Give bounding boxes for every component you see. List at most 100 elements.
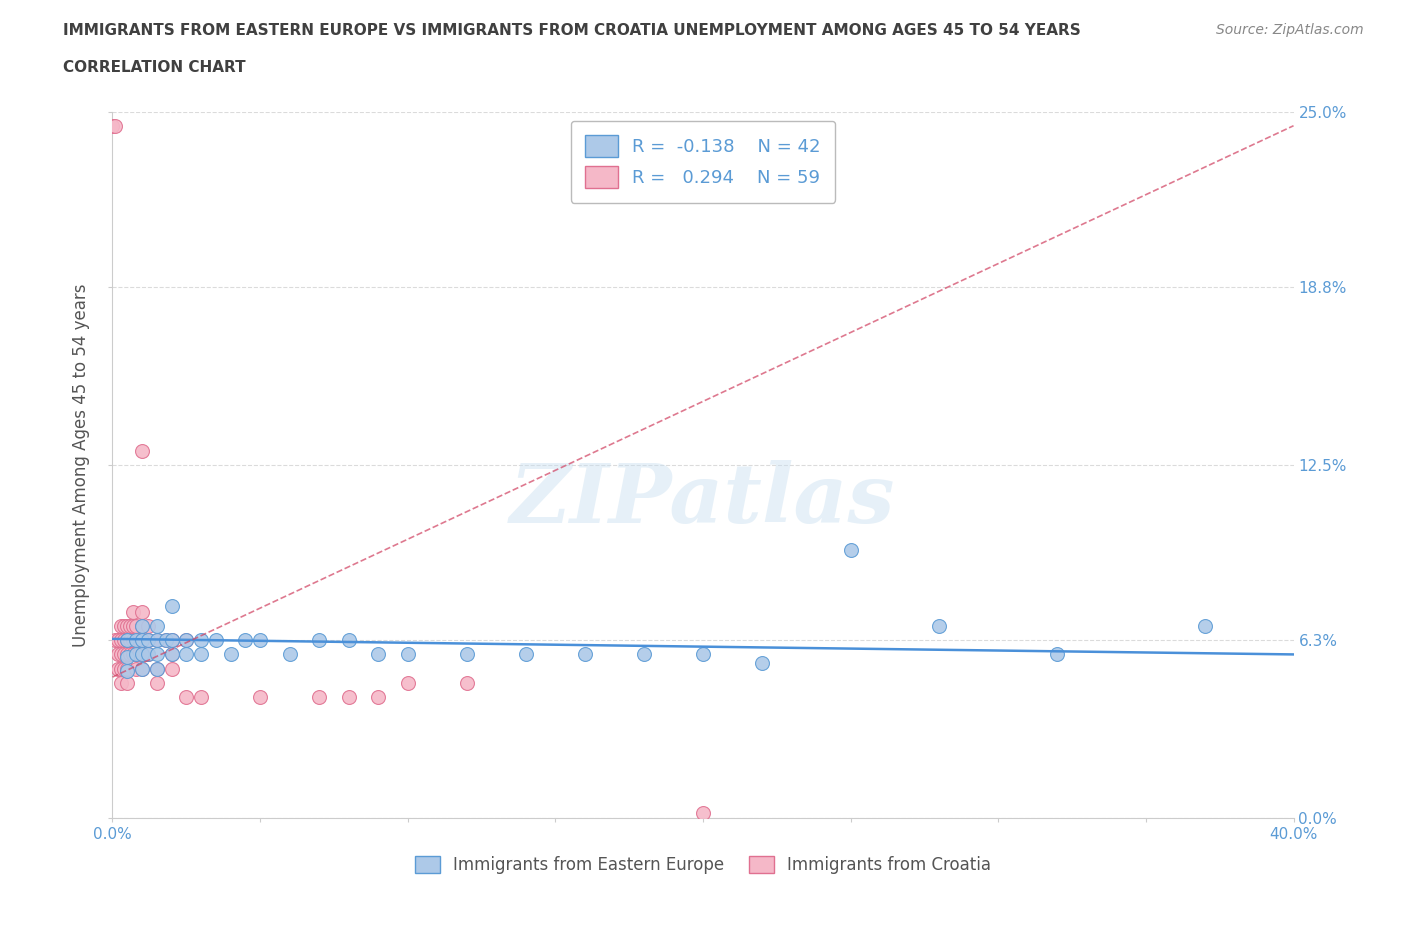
Point [117,650,138,665]
Point [160,647,183,662]
Point [110,647,132,662]
Point [146,632,169,647]
Point [112,647,135,662]
Point [131,632,153,647]
Point [131,661,153,676]
Point [110,632,132,647]
Point [131,647,153,662]
Point [337,632,360,647]
Point [574,647,596,662]
Point [122,604,145,619]
Point [104,118,127,133]
Point [278,647,301,662]
Point [110,618,132,633]
Point [146,675,169,690]
Point [692,647,714,662]
Point [125,647,148,662]
Point [112,632,135,647]
Point [136,632,159,647]
Point [1194,618,1216,633]
Point [122,632,145,647]
Point [190,632,212,647]
Point [396,647,419,662]
Point [131,632,153,647]
Point [101,118,124,133]
Point [122,618,145,633]
Point [136,647,159,662]
Point [125,661,148,676]
Point [112,661,135,676]
Point [928,618,950,633]
Point [131,661,153,676]
Text: IMMIGRANTS FROM EASTERN EUROPE VS IMMIGRANTS FROM CROATIA UNEMPLOYMENT AMONG AGE: IMMIGRANTS FROM EASTERN EUROPE VS IMMIGR… [63,23,1081,38]
Point [146,647,169,662]
Point [107,632,129,647]
Point [190,647,212,662]
Point [146,618,169,633]
Point [205,632,228,647]
Point [233,632,256,647]
Point [131,618,153,633]
Point [456,675,478,690]
Point [249,689,271,704]
Point [125,632,148,647]
Point [219,647,242,662]
Point [160,632,183,647]
Point [117,632,138,647]
Point [174,689,197,704]
Point [456,647,478,662]
Point [136,647,159,662]
Point [128,632,150,647]
Point [160,647,183,662]
Point [337,689,360,704]
Point [692,805,714,820]
Point [120,618,142,633]
Point [190,689,212,704]
Point [515,647,537,662]
Point [125,618,148,633]
Point [131,618,153,633]
Text: Source: ZipAtlas.com: Source: ZipAtlas.com [1216,23,1364,37]
Point [146,661,169,676]
Y-axis label: Unemployment Among Ages 45 to 54 years: Unemployment Among Ages 45 to 54 years [72,284,90,646]
Point [117,664,138,679]
Point [131,604,153,619]
Point [117,661,138,676]
Point [117,675,138,690]
Point [367,689,389,704]
Point [117,647,138,662]
Point [110,661,132,676]
Point [117,618,138,633]
Point [160,632,183,647]
Point [155,632,177,647]
Point [367,647,389,662]
Point [174,632,197,647]
Point [308,632,330,647]
Point [122,647,145,662]
Point [1046,647,1069,662]
Point [110,675,132,690]
Text: CORRELATION CHART: CORRELATION CHART [63,60,246,75]
Point [751,656,773,671]
Point [120,632,142,647]
Point [146,661,169,676]
Point [160,661,183,676]
Point [104,632,127,647]
Point [131,647,153,662]
Point [174,632,197,647]
Point [396,675,419,690]
Point [160,599,183,614]
Point [136,618,159,633]
Legend: Immigrants from Eastern Europe, Immigrants from Croatia: Immigrants from Eastern Europe, Immigran… [408,849,998,881]
Point [839,542,862,557]
Point [249,632,271,647]
Point [174,647,197,662]
Point [155,632,177,647]
Point [128,647,150,662]
Point [308,689,330,704]
Point [125,632,148,647]
Point [117,632,138,647]
Point [120,647,142,662]
Point [107,661,129,676]
Point [633,647,655,662]
